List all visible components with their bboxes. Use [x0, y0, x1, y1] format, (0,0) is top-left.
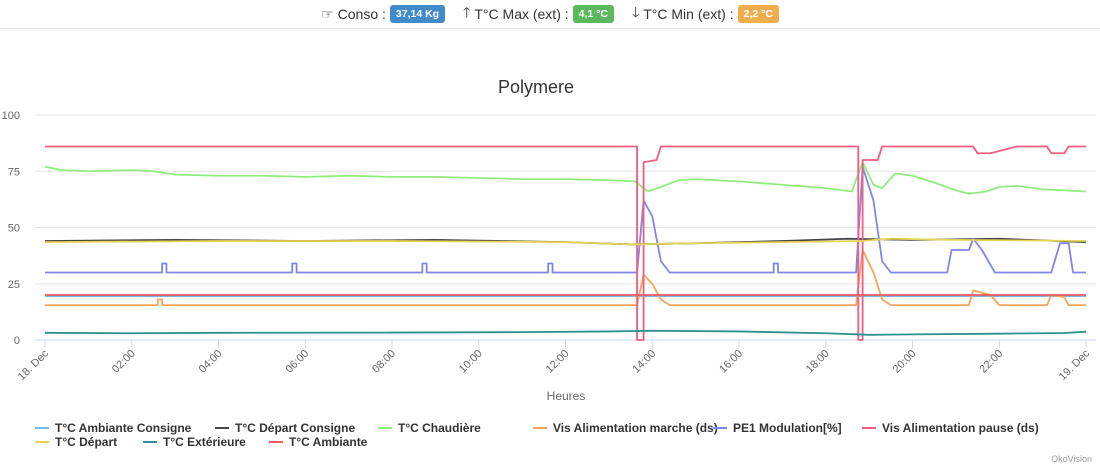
hand-point-right-icon: ☞ [321, 5, 334, 22]
series-line-t-c-d-part [44, 237, 1087, 246]
legend-item[interactable]: T°C Ambiante [289, 435, 368, 449]
legend-item[interactable]: T°C Départ Consigne [235, 421, 355, 435]
x-tick-label: 14:00 [630, 348, 658, 376]
conso-badge: 37,14 Kg [389, 5, 446, 23]
legend-item[interactable]: T°C Ambiante Consigne [55, 421, 192, 435]
credit-link[interactable]: OkoVision [1051, 454, 1092, 464]
series-line-vis-alimentation-pause-ds- [45, 145, 1086, 341]
x-tick-label: 18. Dec [16, 347, 52, 383]
y-tick-label: 50 [8, 223, 20, 235]
legend-item[interactable]: T°C Départ [55, 435, 117, 449]
x-tick-label: 12:00 [544, 348, 572, 376]
x-tick-label: 10:00 [457, 348, 485, 376]
conso-stat: ☞ Conso : 37,14 Kg [321, 5, 446, 23]
legend-item[interactable]: T°C Extérieure [163, 435, 246, 449]
y-tick-label: 0 [14, 335, 20, 347]
x-tick-label: 02:00 [110, 348, 138, 376]
y-tick-label: 75 [8, 166, 20, 178]
arrow-up-icon: 🡑 [463, 4, 471, 20]
x-tick-label: 08:00 [370, 348, 398, 376]
tmin-label: T°C Min (ext) : [643, 6, 734, 22]
tmin-stat: 🡓 T°C Min (ext) : 2,2 °C [632, 2, 779, 26]
x-axis-title: Heures [547, 389, 586, 403]
x-tick-label: 22:00 [977, 348, 1005, 376]
x-tick-label: 19. Dec [1057, 347, 1093, 383]
series-line-t-c-chaudi-re [44, 161, 1087, 195]
x-tick-label: 16:00 [717, 348, 745, 376]
summary-bar: ☞ Conso : 37,14 Kg 🡑 T°C Max (ext) : 4,1… [0, 0, 1100, 29]
x-tick-label: 04:00 [197, 348, 225, 376]
chart-title: Polymere [498, 77, 574, 97]
tmin-badge: 2,2 °C [737, 5, 779, 23]
series-line-vis-alimentation-marche-ds- [45, 249, 1086, 307]
legend-item[interactable]: Vis Alimentation marche (ds) [553, 421, 718, 435]
legend-item[interactable]: T°C Chaudière [398, 421, 481, 435]
tmax-stat: 🡑 T°C Max (ext) : 4,1 °C [463, 2, 614, 26]
y-tick-label: 100 [2, 110, 20, 122]
legend-item[interactable]: Vis Alimentation pause (ds) [882, 421, 1039, 435]
tmax-label: T°C Max (ext) : [474, 6, 569, 22]
x-tick-label: 20:00 [891, 348, 919, 376]
x-tick-label: 18:00 [804, 348, 832, 376]
y-tick-label: 25 [8, 279, 20, 291]
arrow-down-icon: 🡓 [631, 4, 640, 20]
series-line-pe1-modulation- [45, 165, 1086, 274]
tmax-badge: 4,1 °C [572, 5, 614, 23]
series-line-t-c-ext-rieure [44, 329, 1087, 336]
x-tick-label: 06:00 [283, 348, 311, 376]
conso-label: Conso : [337, 6, 386, 22]
legend-item[interactable]: PE1 Modulation[%] [733, 421, 842, 435]
